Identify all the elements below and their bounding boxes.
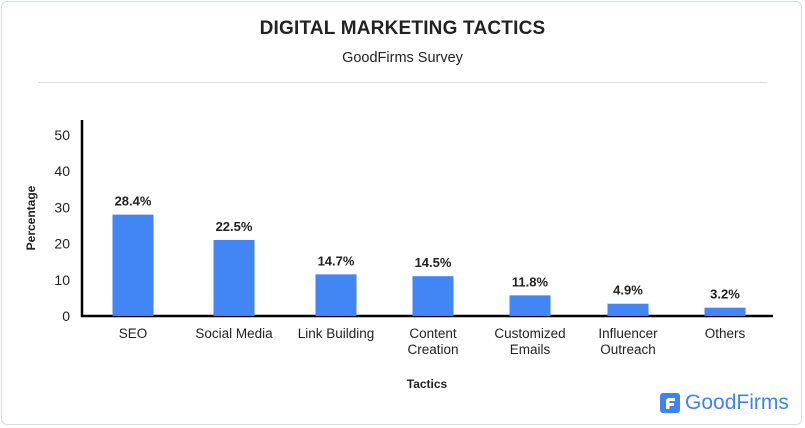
y-tick-label: 50 xyxy=(54,127,70,143)
goodfirms-logo-icon xyxy=(660,393,680,413)
bar xyxy=(112,214,154,316)
x-tick-label: Social Media xyxy=(195,326,273,341)
y-tick-label: 30 xyxy=(54,199,70,215)
y-tick-label: 0 xyxy=(62,308,70,324)
goodfirms-logo: GoodFirms xyxy=(660,391,789,415)
bar xyxy=(412,276,454,316)
x-tick-label: Influencer xyxy=(598,326,658,341)
y-tick-label: 10 xyxy=(54,272,70,288)
x-tick-label: Customized xyxy=(494,326,565,341)
data-label: 3.2% xyxy=(710,287,740,302)
goodfirms-logo-text: GoodFirms xyxy=(685,391,789,414)
data-label: 14.5% xyxy=(415,255,452,270)
chart-subtitle: GoodFirms Survey xyxy=(342,50,463,66)
x-tick-label: Content xyxy=(409,326,457,341)
x-tick-label: Others xyxy=(705,326,746,341)
x-tick-label: Emails xyxy=(510,342,551,357)
x-tick-label: SEO xyxy=(119,326,148,341)
data-label: 14.7% xyxy=(318,253,355,268)
y-axis-label: Percentage xyxy=(24,185,38,250)
x-tick-label: Link Building xyxy=(298,326,375,341)
bar xyxy=(509,295,551,316)
x-tick-label: Creation xyxy=(407,342,458,357)
divider xyxy=(38,82,767,83)
y-tick-label: 40 xyxy=(54,163,70,179)
data-label: 11.8% xyxy=(512,274,549,289)
y-tick-label: 20 xyxy=(54,236,70,252)
bar xyxy=(315,274,357,316)
data-label: 4.9% xyxy=(613,283,643,298)
bar xyxy=(213,239,255,316)
bar xyxy=(607,303,649,316)
x-axis-label: Tactics xyxy=(407,377,448,391)
data-label: 22.5% xyxy=(216,219,253,234)
bar xyxy=(704,307,746,316)
chart-title: DIGITAL MARKETING TACTICS xyxy=(259,18,546,39)
data-label: 28.4% xyxy=(115,194,152,209)
x-tick-label: Outreach xyxy=(600,342,656,357)
